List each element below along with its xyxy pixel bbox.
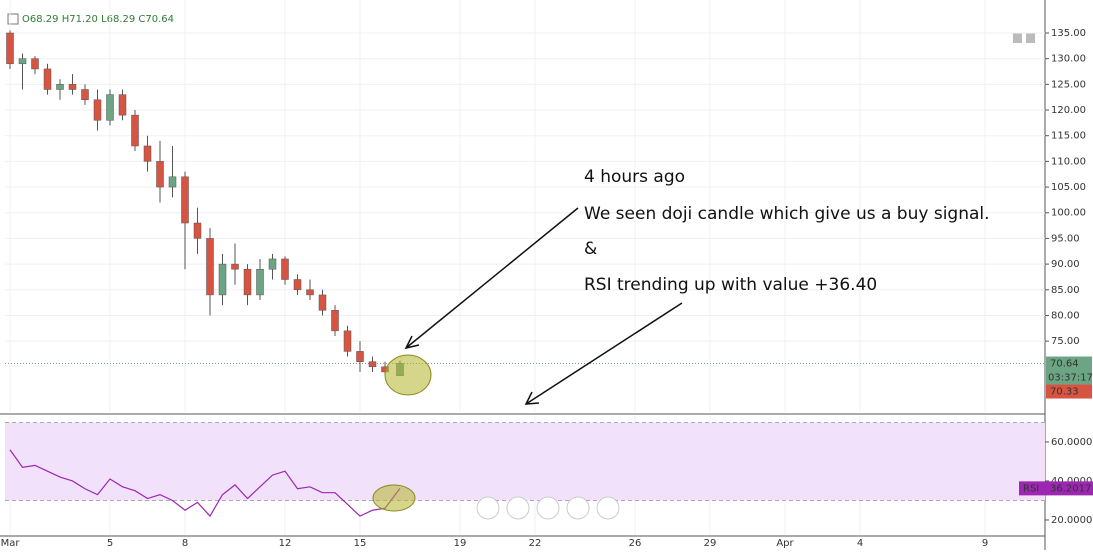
rsi-band <box>5 422 1045 501</box>
ohlc-c: C70.64 <box>138 14 174 25</box>
scroll-right[interactable] <box>596 496 620 520</box>
candle-body <box>193 222 202 239</box>
candle-body <box>268 258 277 270</box>
x-tick-label: 5 <box>107 538 113 549</box>
reset[interactable] <box>536 496 560 520</box>
y-tick-label: 125.00 <box>1051 79 1086 90</box>
x-tick-label: 19 <box>454 538 467 549</box>
candle-body <box>181 176 189 224</box>
x-tick-label: Apr <box>776 538 794 549</box>
collapse-icon[interactable] <box>7 13 19 25</box>
highlight-ellipse <box>384 354 432 396</box>
candle-body <box>168 176 177 188</box>
candle-body <box>68 84 77 90</box>
y-tick-label: 95.00 <box>1051 233 1080 244</box>
x-tick-label: 9 <box>982 538 988 549</box>
y-tick-label: 115.00 <box>1051 131 1086 142</box>
y-tick-label: 85.00 <box>1051 285 1080 296</box>
y-tick-label: 80.00 <box>1051 310 1080 321</box>
y-tick-label: 110.00 <box>1051 156 1086 167</box>
ohlc-h: H71.20 <box>62 14 98 25</box>
annotation: We seen doji candle which give us a buy … <box>584 204 990 224</box>
candle-body <box>93 99 102 121</box>
rsi-name: RSI <box>1023 483 1039 494</box>
rsi-tag <box>1019 481 1093 496</box>
rsi-value: 36.2017 <box>1050 483 1091 494</box>
candle-body <box>243 268 252 296</box>
ohlc-l: L68.29 <box>101 14 135 25</box>
pane-button[interactable] <box>1013 33 1022 43</box>
ohlc-legend: O68.29 H71.20 L68.29 C70.64 <box>22 14 174 25</box>
y-tick-label: 20.0000 <box>1051 515 1092 526</box>
y-tick-label: 75.00 <box>1051 336 1080 347</box>
candle-body <box>6 32 14 65</box>
zoom-out[interactable] <box>506 496 530 520</box>
candle-body <box>343 330 352 352</box>
candle-body <box>143 145 152 162</box>
y-tick-label: 120.00 <box>1051 105 1086 116</box>
bid-label: 70.33 <box>1050 387 1079 398</box>
x-tick-label: 26 <box>629 538 642 549</box>
y-tick-label: 105.00 <box>1051 182 1086 193</box>
annotation: RSI trending up with value +36.40 <box>584 275 877 295</box>
pane-button[interactable] <box>1026 33 1035 43</box>
candle-body <box>218 263 227 296</box>
candle-body <box>318 294 327 311</box>
candle-body <box>256 268 264 296</box>
ohlc-o: O68.29 <box>22 14 59 25</box>
x-tick-label: 4 <box>857 538 863 549</box>
x-tick-label: 15 <box>354 538 367 549</box>
candle-body <box>118 94 127 116</box>
countdown-tag <box>1046 370 1092 385</box>
y-tick-label: 100.00 <box>1051 208 1086 219</box>
candle-body <box>106 94 114 121</box>
x-tick-label: Mar <box>1 538 21 549</box>
rsi-line <box>9 449 401 518</box>
y-tick-label: 90.00 <box>1051 259 1080 270</box>
zoom-in[interactable] <box>566 496 590 520</box>
candle-body <box>81 89 89 101</box>
candle-body <box>131 114 139 147</box>
x-tick-label: 29 <box>704 538 717 549</box>
zoom-controls <box>476 496 620 520</box>
y-tick-label: 60.0000 <box>1051 437 1092 448</box>
candle-body <box>206 238 214 296</box>
candle-body <box>281 258 289 280</box>
candle-body <box>43 68 52 90</box>
candle-body <box>231 263 239 270</box>
candle-body <box>18 58 27 65</box>
highlight-ellipse <box>372 484 416 512</box>
x-tick-label: 8 <box>182 538 188 549</box>
y-tick-label: 135.00 <box>1051 28 1086 39</box>
y-tick-label: 130.00 <box>1051 54 1086 65</box>
scroll-left[interactable] <box>476 496 500 520</box>
candle-body <box>356 351 364 362</box>
price-tag <box>1046 356 1092 371</box>
arrows <box>404 207 683 405</box>
annotation: 4 hours ago <box>584 167 685 187</box>
x-tick-label: 22 <box>529 538 542 549</box>
annotation: & <box>584 239 597 259</box>
candle-body <box>331 310 339 332</box>
countdown-label: 03:37:17 <box>1048 373 1093 384</box>
candle-body <box>31 58 39 70</box>
candle-body <box>156 161 164 188</box>
candle-body <box>56 84 64 90</box>
candle-body <box>306 289 314 296</box>
candle-body <box>293 279 302 291</box>
bid-tag <box>1046 384 1092 399</box>
last-price-label: 70.64 <box>1050 359 1079 370</box>
candle-body <box>368 361 377 368</box>
x-tick-label: 12 <box>279 538 292 549</box>
